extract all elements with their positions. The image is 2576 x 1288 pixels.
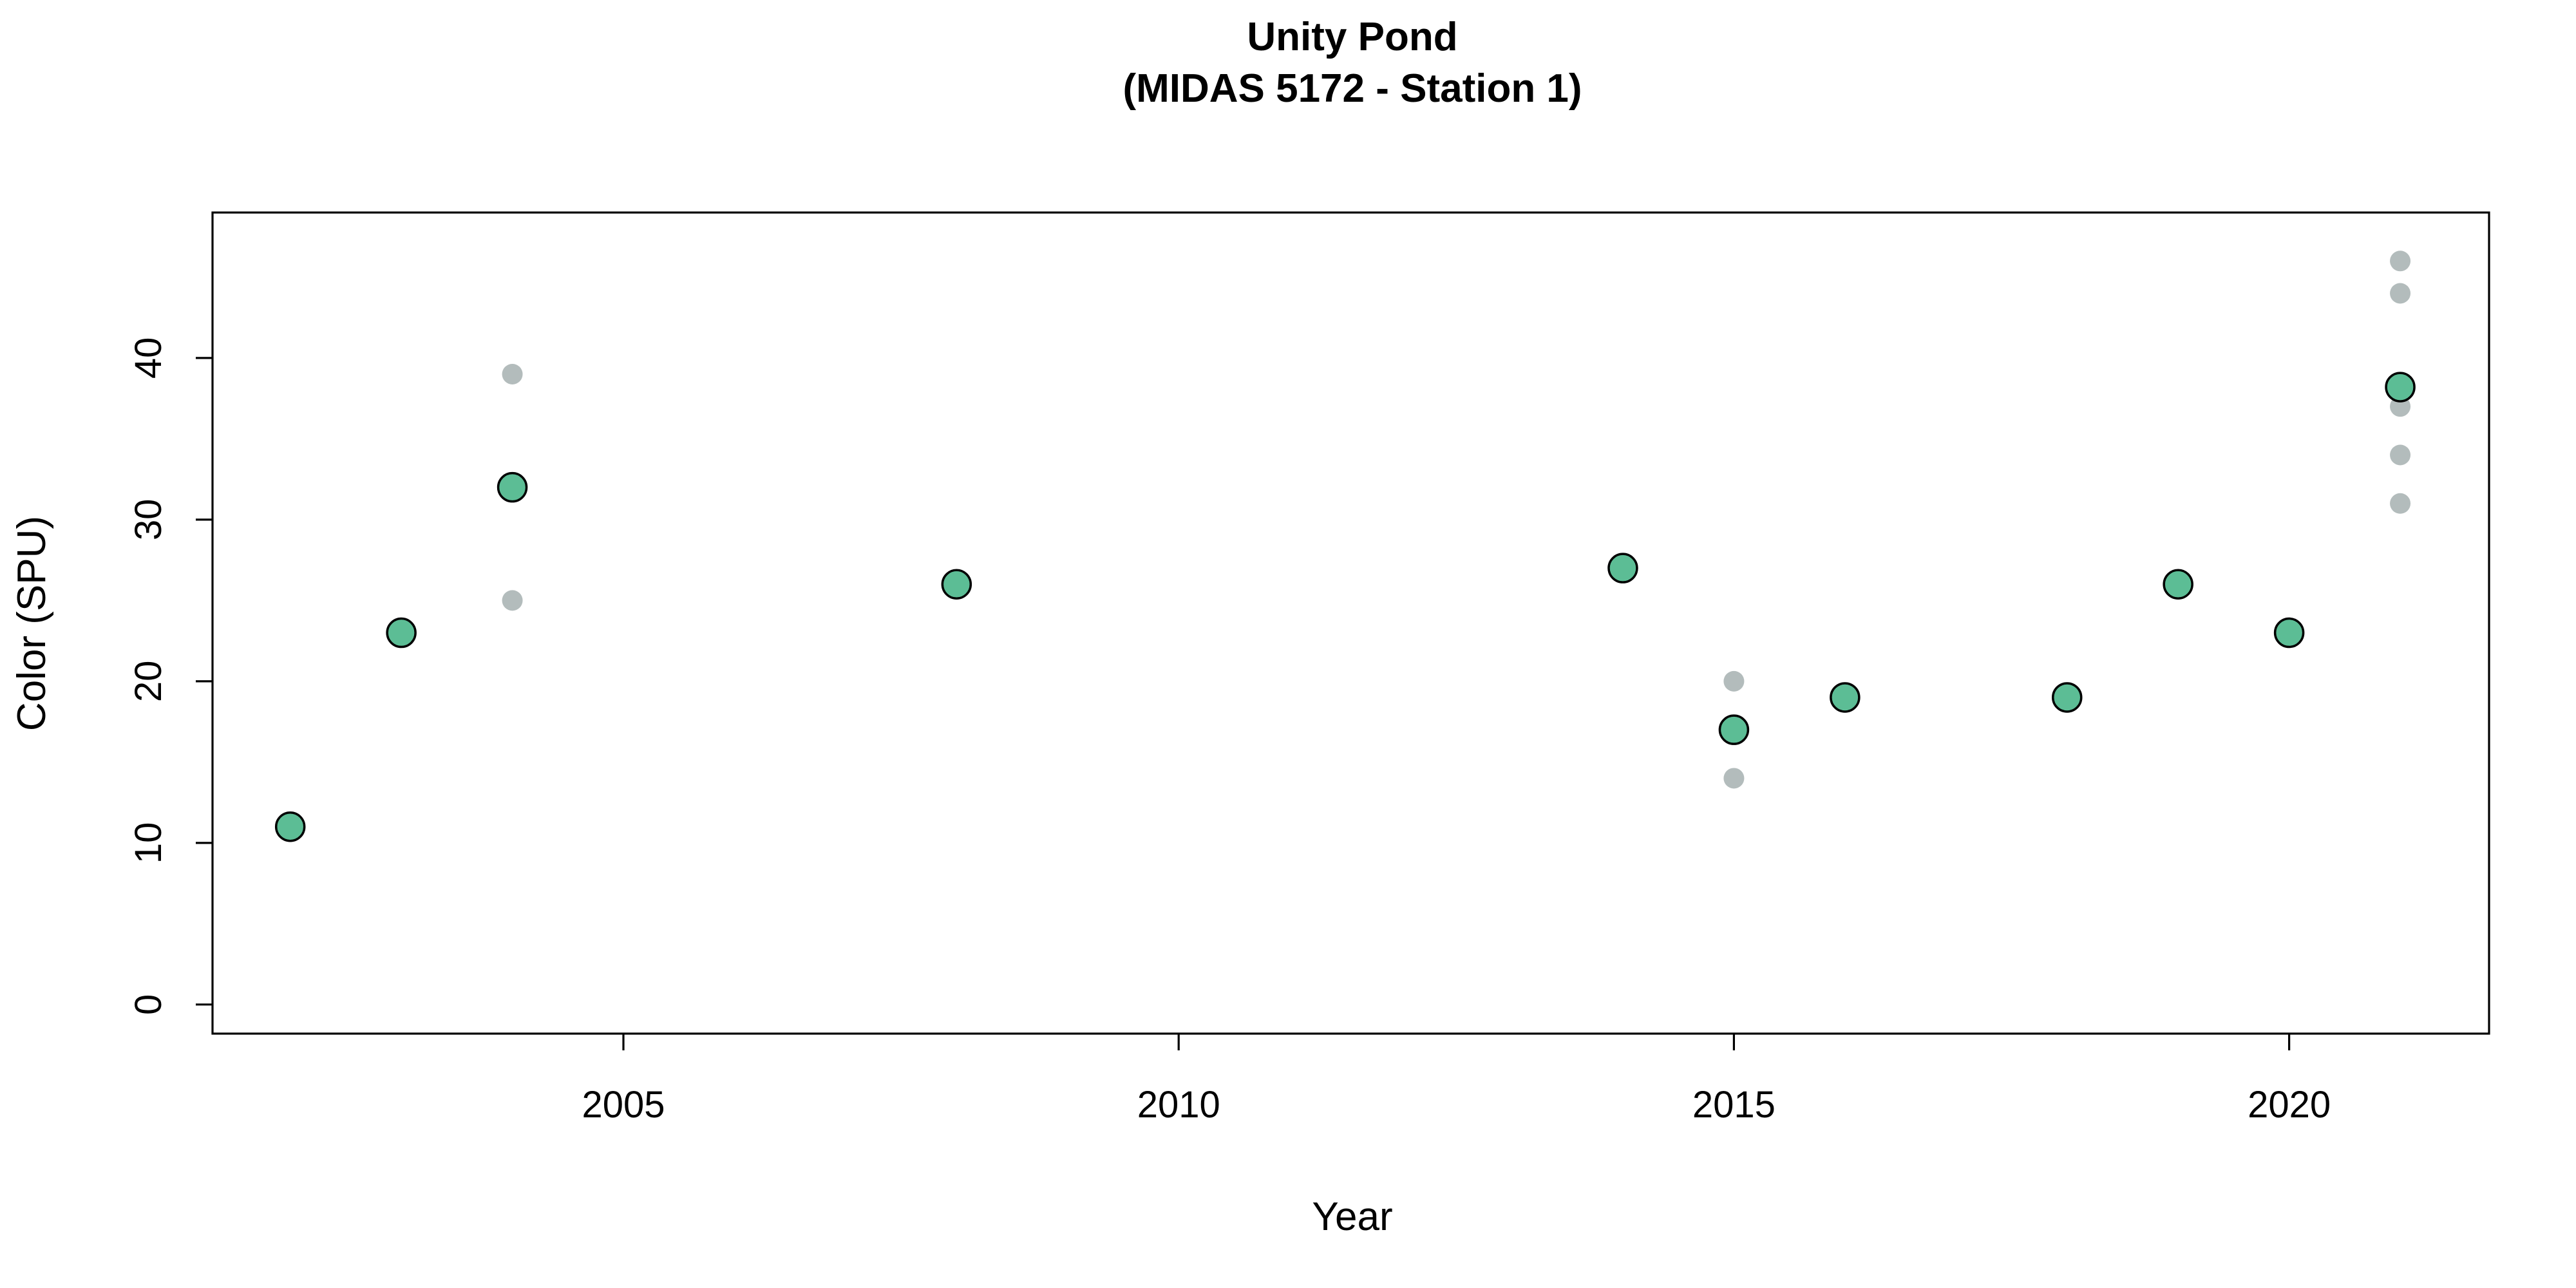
x-axis-label: Year xyxy=(1312,1195,1392,1239)
sample-point xyxy=(1723,670,1745,692)
data-points xyxy=(274,251,2416,842)
mean-point xyxy=(941,569,972,600)
sample-point xyxy=(2390,444,2411,466)
mean-point xyxy=(497,471,528,503)
y-tick-label: 40 xyxy=(128,337,169,379)
y-axis: 0 10 20 30 40 xyxy=(128,337,213,1015)
x-tick-label: 2020 xyxy=(2248,1084,2331,1126)
y-tick-label: 30 xyxy=(128,499,169,541)
mean-point xyxy=(2051,682,2083,713)
y-tick-label: 10 xyxy=(128,822,169,864)
mean-point xyxy=(386,617,417,649)
y-axis-label: Color (SPU) xyxy=(10,516,54,731)
plot-area xyxy=(211,211,2490,1035)
mean-point xyxy=(1718,714,1750,745)
x-tick-label: 2010 xyxy=(1137,1084,1220,1126)
sample-point xyxy=(502,590,523,611)
mean-point xyxy=(2385,372,2416,402)
chart-title: Unity Pond xyxy=(1247,15,1457,59)
mean-point xyxy=(1607,553,1638,583)
x-tick-label: 2015 xyxy=(1692,1084,1776,1126)
sample-point xyxy=(2390,251,2411,272)
mean-point xyxy=(2163,569,2193,600)
x-axis: 2005 2010 2015 2020 xyxy=(582,1034,2331,1126)
mean-point xyxy=(2273,617,2305,649)
sample-point xyxy=(1723,768,1745,789)
sample-point xyxy=(502,363,523,384)
x-tick-label: 2005 xyxy=(582,1084,665,1126)
sample-point xyxy=(2390,493,2411,514)
y-tick-label: 0 xyxy=(128,994,169,1015)
sample-point xyxy=(2390,283,2411,304)
chart-subtitle: (MIDAS 5172 - Station 1) xyxy=(1122,66,1582,111)
mean-point xyxy=(1830,682,1861,713)
y-tick-label: 20 xyxy=(128,661,169,703)
mean-point xyxy=(274,811,306,842)
